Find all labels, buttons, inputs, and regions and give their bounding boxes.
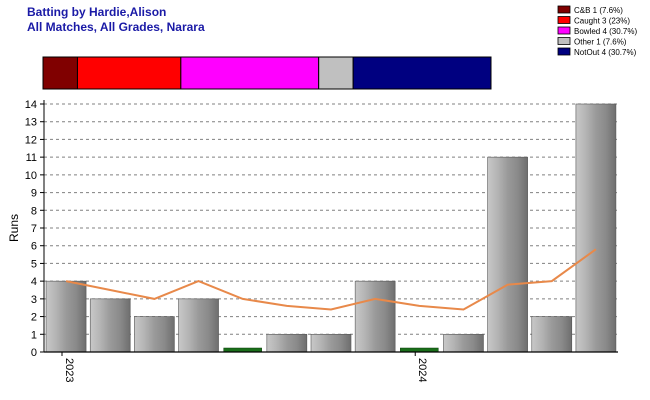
legend-label-0: C&B 1 (7.6%) bbox=[574, 6, 623, 15]
axes bbox=[40, 100, 618, 353]
legend-label-1: Caught 3 (23%) bbox=[574, 17, 630, 26]
y-tick-label-3: 3 bbox=[31, 294, 37, 306]
y-tick-label-11: 11 bbox=[26, 152, 37, 164]
x-tick-label-1: 2024 bbox=[416, 358, 428, 382]
y-tick-label-8: 8 bbox=[31, 205, 37, 217]
bar-1 bbox=[89, 298, 131, 353]
bar-5 bbox=[266, 333, 308, 353]
bar-6 bbox=[310, 333, 352, 353]
bar-2 bbox=[134, 316, 175, 353]
y-tick-label-13: 13 bbox=[25, 117, 37, 129]
legend-swatch-2 bbox=[557, 26, 571, 35]
dismissal-segment-0 bbox=[42, 56, 78, 90]
x-tick-labels: 2023 2024 bbox=[61, 352, 428, 382]
bar-9 bbox=[443, 333, 484, 353]
legend-swatch-0 bbox=[557, 5, 571, 14]
dismissal-segment-2 bbox=[180, 56, 320, 90]
dismissal-segment-3 bbox=[318, 56, 354, 90]
chart-title: Batting by Hardie,Alison bbox=[27, 5, 166, 19]
y-tick-label-0: 0 bbox=[31, 347, 37, 359]
dismissal-segment-1 bbox=[76, 56, 182, 90]
bar-7 bbox=[354, 280, 396, 353]
y-axis-title: Runs bbox=[7, 214, 21, 242]
y-tick-label-12: 12 bbox=[25, 134, 37, 146]
x-tick-label-0: 2023 bbox=[63, 358, 75, 382]
bar-0 bbox=[45, 280, 87, 353]
chart-subtitle: All Matches, All Grades, Narara bbox=[27, 20, 205, 34]
y-tick-label-5: 5 bbox=[31, 258, 37, 270]
legend-swatch-4 bbox=[557, 47, 571, 56]
y-tick-label-1: 1 bbox=[31, 329, 37, 341]
legend-swatch-1 bbox=[557, 16, 571, 24]
legend-swatch-3 bbox=[557, 37, 571, 45]
y-tick-label-7: 7 bbox=[31, 223, 37, 235]
legend-label-4: NotOut 4 (30.7%) bbox=[574, 48, 637, 57]
run-bars bbox=[45, 103, 617, 353]
bar-11 bbox=[531, 316, 573, 353]
y-tick-label-10: 10 bbox=[25, 170, 37, 182]
y-tick-label-4: 4 bbox=[31, 276, 37, 288]
y-tick-label-6: 6 bbox=[31, 241, 37, 253]
trend-line bbox=[65, 248, 597, 311]
legend-label-2: Bowled 4 (30.7%) bbox=[574, 27, 637, 36]
y-tick-label-2: 2 bbox=[31, 312, 37, 324]
dismissal-stack-bar bbox=[42, 56, 492, 90]
bar-12 bbox=[575, 103, 617, 353]
legend-label-3: Other 1 (7.6%) bbox=[574, 38, 627, 47]
bar-3 bbox=[178, 298, 219, 353]
y-tick-label-14: 14 bbox=[25, 99, 37, 111]
dismissal-segment-4 bbox=[352, 56, 492, 90]
dismissal-legend: C&B 1 (7.6%) Caught 3 (23%)Bowled 4 (30.7… bbox=[557, 5, 637, 57]
y-tick-label-9: 9 bbox=[31, 188, 37, 200]
bar-10 bbox=[487, 156, 528, 353]
